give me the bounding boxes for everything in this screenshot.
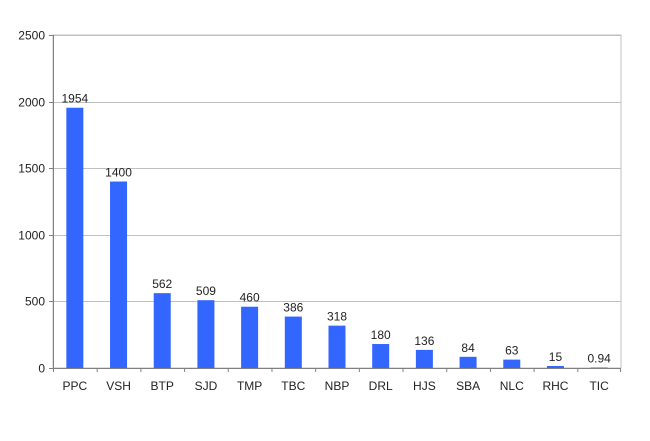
bar-tmp <box>241 306 259 368</box>
bar-btp <box>153 293 171 368</box>
x-tick-label-sjd: SJD <box>195 379 218 393</box>
bar-drl <box>372 344 390 368</box>
data-label-nlc: 63 <box>505 344 519 358</box>
bar-tic <box>590 367 608 368</box>
data-label-tic: 0.94 <box>587 352 611 366</box>
x-tick-label-tmp: TMP <box>237 379 262 393</box>
y-tick-label: 500 <box>25 295 45 309</box>
bar-rhc <box>546 366 564 368</box>
data-label-nbp: 318 <box>327 310 347 324</box>
data-label-rhc: 15 <box>549 350 563 364</box>
bar-nbp <box>328 325 346 368</box>
x-tick-label-btp: BTP <box>151 379 174 393</box>
x-tick-label-drl: DRL <box>369 379 393 393</box>
data-label-hjs: 136 <box>414 334 434 348</box>
bar-ppc <box>66 107 84 368</box>
data-label-tmp: 460 <box>240 291 260 305</box>
axes <box>49 35 621 372</box>
y-tick-label: 1500 <box>18 162 45 176</box>
bar-tbc <box>284 316 302 368</box>
bar-hjs <box>415 349 433 368</box>
y-tick-label: 2500 <box>18 29 45 43</box>
data-label-sba: 84 <box>461 341 475 355</box>
x-tick-label-ppc: PPC <box>63 379 88 393</box>
bar-sjd <box>197 300 215 368</box>
y-tick-label: 2000 <box>18 96 45 110</box>
x-tick-label-vsh: VSH <box>106 379 131 393</box>
bar-sba <box>459 356 477 368</box>
bar-vsh <box>110 181 128 368</box>
data-label-sjd: 509 <box>196 284 216 298</box>
x-tick-label-tbc: TBC <box>281 379 305 393</box>
data-label-vsh: 1400 <box>105 166 132 180</box>
data-label-ppc: 1954 <box>61 92 88 106</box>
x-tick-label-hjs: HJS <box>413 379 436 393</box>
x-tick-label-nbp: NBP <box>325 379 350 393</box>
x-tick-label-rhc: RHC <box>542 379 568 393</box>
data-label-drl: 180 <box>371 328 391 342</box>
data-label-btp: 562 <box>152 277 172 291</box>
y-tick-label: 1000 <box>18 229 45 243</box>
bars <box>66 107 608 368</box>
x-tick-label-nlc: NLC <box>500 379 524 393</box>
x-tick-label-sba: SBA <box>456 379 480 393</box>
bar-nlc <box>503 359 521 368</box>
y-tick-label: 0 <box>38 362 45 376</box>
x-tick-label-tic: TIC <box>589 379 609 393</box>
data-label-tbc: 386 <box>283 301 303 315</box>
labels: 0 500 1000 1500 2000 2500 1954 PPC 1400 VSH 562 BTP… <box>18 29 611 394</box>
